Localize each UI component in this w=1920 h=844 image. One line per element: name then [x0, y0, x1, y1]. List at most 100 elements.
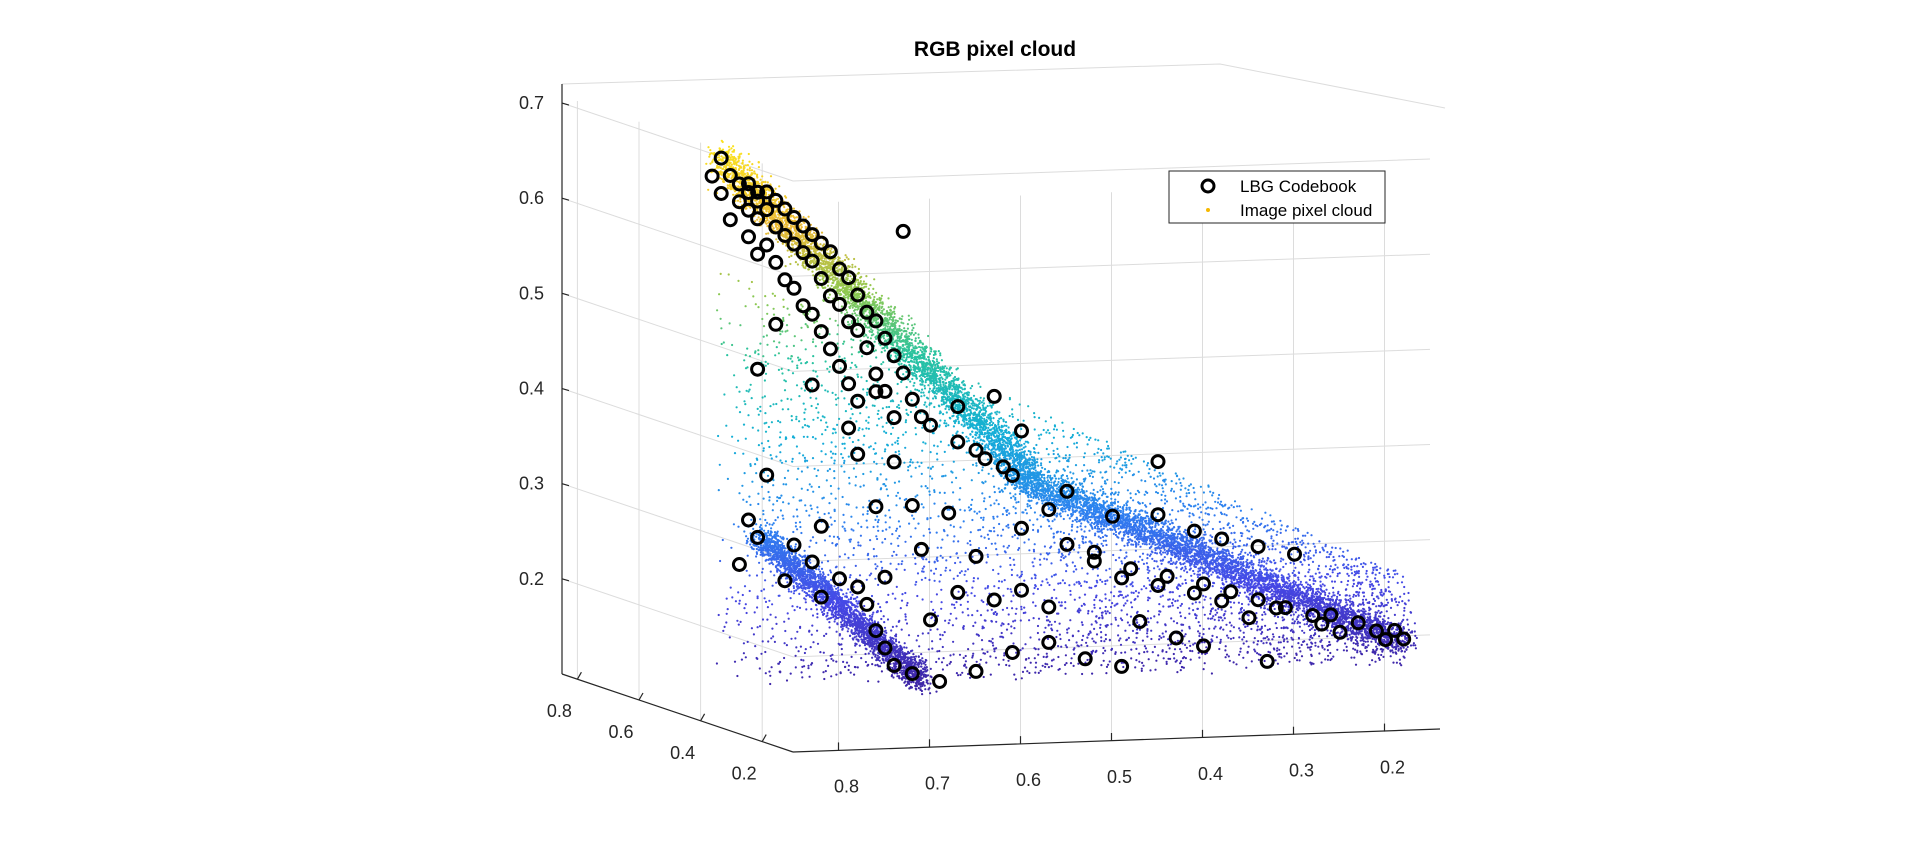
cloud-point-3753 — [904, 336, 907, 339]
cloud-point-2361 — [741, 159, 745, 162]
cloud-point-3705 — [756, 173, 759, 176]
cloud-point-4853 — [1148, 542, 1151, 546]
cloud-point-1866 — [1015, 449, 1018, 452]
cloud-point-66 — [895, 352, 898, 355]
cloud-point-303 — [933, 405, 936, 409]
cloud-point-89 — [919, 379, 922, 382]
cloud-point-1599 — [1011, 459, 1014, 462]
cloud-point-2264 — [982, 414, 985, 417]
cloud-point-3958 — [871, 303, 874, 306]
cloud-point-594 — [971, 435, 974, 438]
cloud-point-770 — [837, 292, 840, 295]
cloud-point-2745 — [771, 225, 774, 228]
cloud-point-769 — [732, 160, 735, 163]
cloud-point-3317 — [765, 222, 768, 225]
cloud-point-4042 — [750, 182, 753, 185]
cloud-point-2810 — [923, 352, 926, 355]
cloud-point-2526 — [875, 321, 878, 324]
grid-line-z-5 — [561, 102, 1431, 182]
cloud-point-4105 — [837, 280, 840, 283]
cloud-point-564 — [867, 287, 870, 290]
cloud-point-4181 — [971, 399, 974, 402]
cloud-point-3597 — [953, 386, 956, 389]
cloud-point-4000 — [808, 232, 811, 235]
cloud-point-2976 — [789, 224, 792, 227]
cloud-point-4154 — [883, 317, 886, 320]
cloud-point-1262 — [865, 308, 869, 311]
cloud-point-2926 — [981, 442, 984, 445]
cloud-point-4567 — [1265, 600, 1268, 603]
cloud-point-2086 — [978, 433, 981, 436]
cloud-point-3257 — [792, 216, 795, 219]
cloud-point-2605 — [830, 277, 833, 280]
cloud-point-2178 — [723, 165, 726, 168]
cloud-point-1264 — [963, 423, 966, 426]
cloud-point-3952 — [965, 440, 969, 443]
cloud-point-535 — [985, 423, 988, 426]
cloud-point-9 — [955, 432, 958, 435]
cloud-point-2238 — [1030, 455, 1033, 459]
cloud-point-3134 — [848, 306, 852, 310]
cloud-point-4191 — [836, 270, 840, 273]
cloud-point-3809 — [1002, 456, 1006, 459]
cloud-point-2306 — [953, 375, 957, 379]
cloud-point-3985 — [849, 288, 852, 291]
cloud-point-797 — [1035, 443, 1038, 447]
cloud-point-4506 — [1414, 634, 1417, 638]
cloud-point-3624 — [789, 262, 792, 266]
cloud-point-2350 — [867, 293, 870, 296]
cloud-point-1904 — [826, 284, 830, 287]
cloud-point-2952 — [937, 377, 940, 380]
cloud-point-4143 — [912, 347, 916, 350]
cloud-point-4185 — [835, 283, 838, 286]
cloud-point-4941 — [1030, 499, 1033, 502]
cloud-point-4123 — [968, 408, 971, 411]
cloud-point-3166 — [892, 322, 895, 325]
cloud-point-3845 — [756, 208, 759, 211]
cloud-point-4101 — [945, 376, 949, 379]
cloud-point-2701 — [939, 383, 942, 386]
cloud-point-4468 — [1236, 556, 1240, 559]
cloud-point-2908 — [1005, 428, 1008, 431]
cloud-point-1067 — [767, 232, 770, 235]
cloud-point-4419 — [1184, 565, 1187, 568]
cloud-point-3772 — [901, 344, 905, 347]
cloud-point-125 — [902, 356, 906, 359]
cloud-point-3054 — [737, 168, 741, 172]
cloud-point-2696 — [996, 446, 999, 450]
cloud-point-94 — [939, 354, 942, 357]
cloud-point-1322 — [748, 167, 752, 170]
cloud-point-2465 — [983, 433, 986, 436]
cloud-point-206 — [792, 207, 796, 210]
cloud-point-300 — [945, 367, 948, 370]
cloud-point-3450 — [732, 157, 735, 160]
cloud-point-3860 — [945, 397, 948, 400]
cloud-point-3025 — [1009, 439, 1012, 442]
cloud-point-1087 — [924, 401, 927, 404]
cloud-point-2762 — [982, 402, 986, 405]
cloud-point-2989 — [923, 355, 926, 358]
cloud-point-51 — [947, 424, 950, 427]
cloud-point-1630 — [905, 330, 908, 333]
cloud-point-1696 — [920, 395, 923, 398]
cloud-point-3881 — [744, 191, 747, 194]
cloud-point-2510 — [933, 361, 936, 364]
cloud-point-3802 — [967, 391, 971, 394]
left-axis-line — [561, 673, 794, 753]
cloud-point-3576 — [940, 391, 943, 395]
cloud-point-3857 — [743, 173, 746, 176]
cloud-point-2120 — [839, 292, 842, 295]
cloud-point-2679 — [923, 375, 927, 379]
cloud-point-2726 — [921, 351, 924, 354]
cloud-point-2094 — [974, 433, 977, 436]
cloud-point-3441 — [899, 347, 902, 350]
cloud-point-3003 — [1013, 464, 1016, 467]
cloud-point-2453 — [808, 260, 812, 264]
cloud-point-2257 — [730, 147, 733, 150]
cloud-point-4350 — [1269, 599, 1272, 602]
cloud-point-3088 — [871, 293, 874, 296]
cloud-point-2185 — [935, 383, 938, 386]
cloud-point-1780 — [942, 380, 945, 383]
cloud-point-3514 — [943, 385, 946, 389]
cloud-point-353 — [890, 305, 893, 308]
